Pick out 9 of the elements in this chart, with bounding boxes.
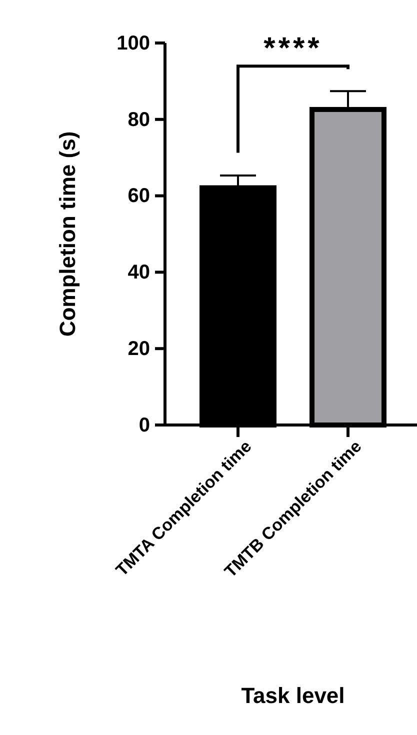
y-tick-label: 20 [128, 338, 150, 360]
y-tick-label: 40 [128, 262, 150, 284]
x-axis-title: Task level [241, 683, 345, 708]
annotation: **** [264, 32, 322, 66]
y-tick-label: 100 [116, 32, 150, 54]
y-tick-label: 0 [138, 414, 150, 436]
y-axis-title: Completion time (s) [55, 131, 80, 337]
y-tick-label: 80 [128, 108, 150, 131]
y-tick-label: 60 [128, 185, 150, 208]
